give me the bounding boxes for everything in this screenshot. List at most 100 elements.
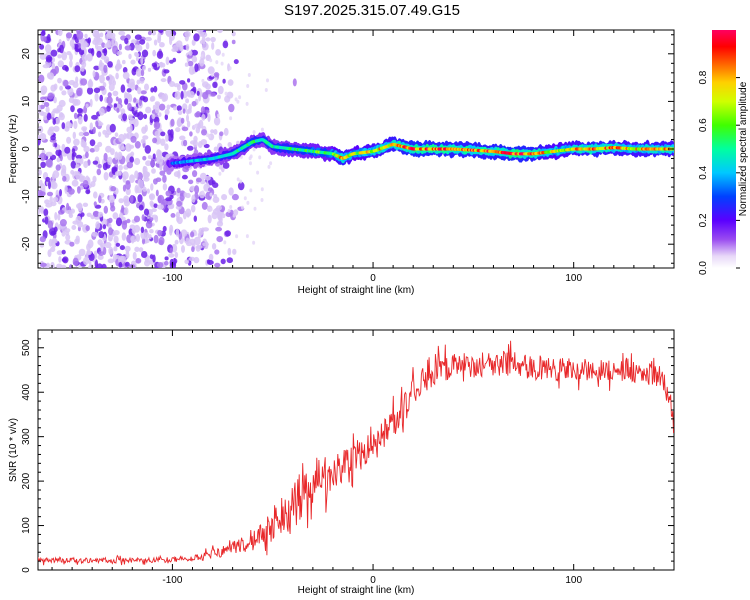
noise-blob: [269, 161, 273, 166]
noise-blob: [143, 208, 150, 216]
noise-blob: [87, 79, 94, 89]
noise-blob: [103, 171, 109, 181]
noise-blob: [98, 231, 105, 239]
noise-blob: [133, 97, 137, 103]
noise-blob: [61, 249, 66, 255]
noise-blob: [74, 65, 81, 73]
noise-blob: [108, 227, 113, 236]
noise-blob: [134, 52, 140, 58]
noise-blob: [99, 74, 105, 84]
noise-blob: [69, 123, 73, 128]
noise-blob: [45, 106, 50, 113]
noise-blob: [224, 230, 231, 237]
noise-blob: [232, 213, 236, 218]
noise-blob: [81, 53, 88, 62]
noise-blob: [91, 114, 98, 120]
colorbar-tick-label: 0.6: [698, 118, 709, 132]
noise-blob: [228, 187, 234, 196]
noise-blob: [226, 91, 234, 99]
noise-blob: [249, 161, 252, 166]
noise-blob: [93, 210, 100, 218]
noise-blob: [40, 85, 48, 94]
noise-blob: [101, 263, 107, 268]
noise-blob: [238, 95, 242, 100]
noise-blob: [147, 67, 152, 72]
noise-blob: [69, 53, 73, 61]
noise-blob: [39, 44, 45, 50]
noise-blob: [114, 151, 119, 160]
noise-blob: [210, 129, 215, 134]
noise-blob: [92, 175, 97, 183]
noise-blob: [95, 120, 99, 128]
colorbar-tick-label: 0.8: [698, 70, 709, 84]
noise-blob: [149, 229, 154, 234]
noise-blob: [118, 198, 124, 204]
noise-blob: [181, 126, 189, 132]
noise-blob: [78, 131, 84, 137]
noise-blob: [82, 127, 86, 133]
noise-blob: [176, 187, 181, 194]
noise-blob: [57, 54, 62, 59]
noise-blob: [134, 157, 141, 166]
noise-blob: [222, 78, 226, 84]
noise-blob: [62, 256, 69, 264]
noise-blob: [145, 232, 150, 239]
noise-blob: [47, 220, 54, 230]
noise-blob: [61, 164, 67, 174]
noise-blob: [136, 79, 141, 85]
noise-blob: [154, 106, 160, 114]
noise-blob: [59, 219, 67, 227]
noise-blob: [119, 245, 125, 251]
noise-blob: [164, 143, 169, 151]
noise-blob: [98, 131, 102, 138]
noise-blob: [43, 102, 50, 107]
noise-blob: [76, 31, 84, 40]
noise-blob: [192, 170, 198, 178]
noise-blob: [48, 126, 55, 131]
noise-blob: [232, 248, 237, 255]
noise-blob: [39, 133, 47, 141]
noise-blob: [200, 139, 207, 146]
noise-blob: [40, 262, 47, 267]
noise-blob: [125, 187, 131, 196]
noise-blob: [160, 78, 167, 83]
noise-blob: [103, 56, 110, 64]
noise-blob: [190, 231, 195, 238]
noise-blob: [181, 174, 188, 180]
noise-blob: [207, 214, 212, 224]
noise-blob: [68, 188, 75, 195]
noise-blob: [108, 246, 114, 255]
noise-blob: [156, 50, 164, 59]
noise-blob: [193, 256, 200, 264]
noise-blob: [100, 244, 104, 252]
noise-blob: [108, 217, 113, 223]
noise-blob: [212, 81, 218, 89]
noise-blob: [193, 236, 201, 246]
noise-blob: [53, 226, 58, 233]
noise-blob: [124, 98, 129, 105]
noise-blob: [57, 60, 64, 68]
noise-blob: [69, 241, 75, 247]
noise-blob: [118, 261, 123, 268]
noise-blob: [186, 90, 190, 97]
heatmap-xlabel: Height of straight line (km): [298, 285, 415, 296]
colorbar-tick-label: 0.4: [698, 165, 709, 179]
noise-blob: [118, 164, 123, 171]
noise-blob: [145, 106, 152, 114]
snr-plot-area: [38, 340, 674, 566]
y-tick-label: 400: [21, 383, 32, 400]
noise-blob: [121, 216, 126, 221]
noise-blob: [193, 33, 200, 42]
noise-blob: [210, 92, 216, 97]
noise-blob: [264, 88, 268, 92]
noise-blob: [186, 212, 190, 218]
snr-panel: -100 0 100 0 100 200 300 400 500 Height of strai…: [8, 329, 675, 596]
noise-blob: [73, 138, 80, 146]
noise-blob: [40, 183, 46, 192]
noise-blob: [122, 113, 127, 122]
noise-blob: [98, 195, 102, 204]
noise-blob: [137, 86, 142, 95]
noise-blob: [163, 69, 170, 74]
noise-blob: [149, 194, 154, 199]
noise-blob: [194, 231, 198, 236]
